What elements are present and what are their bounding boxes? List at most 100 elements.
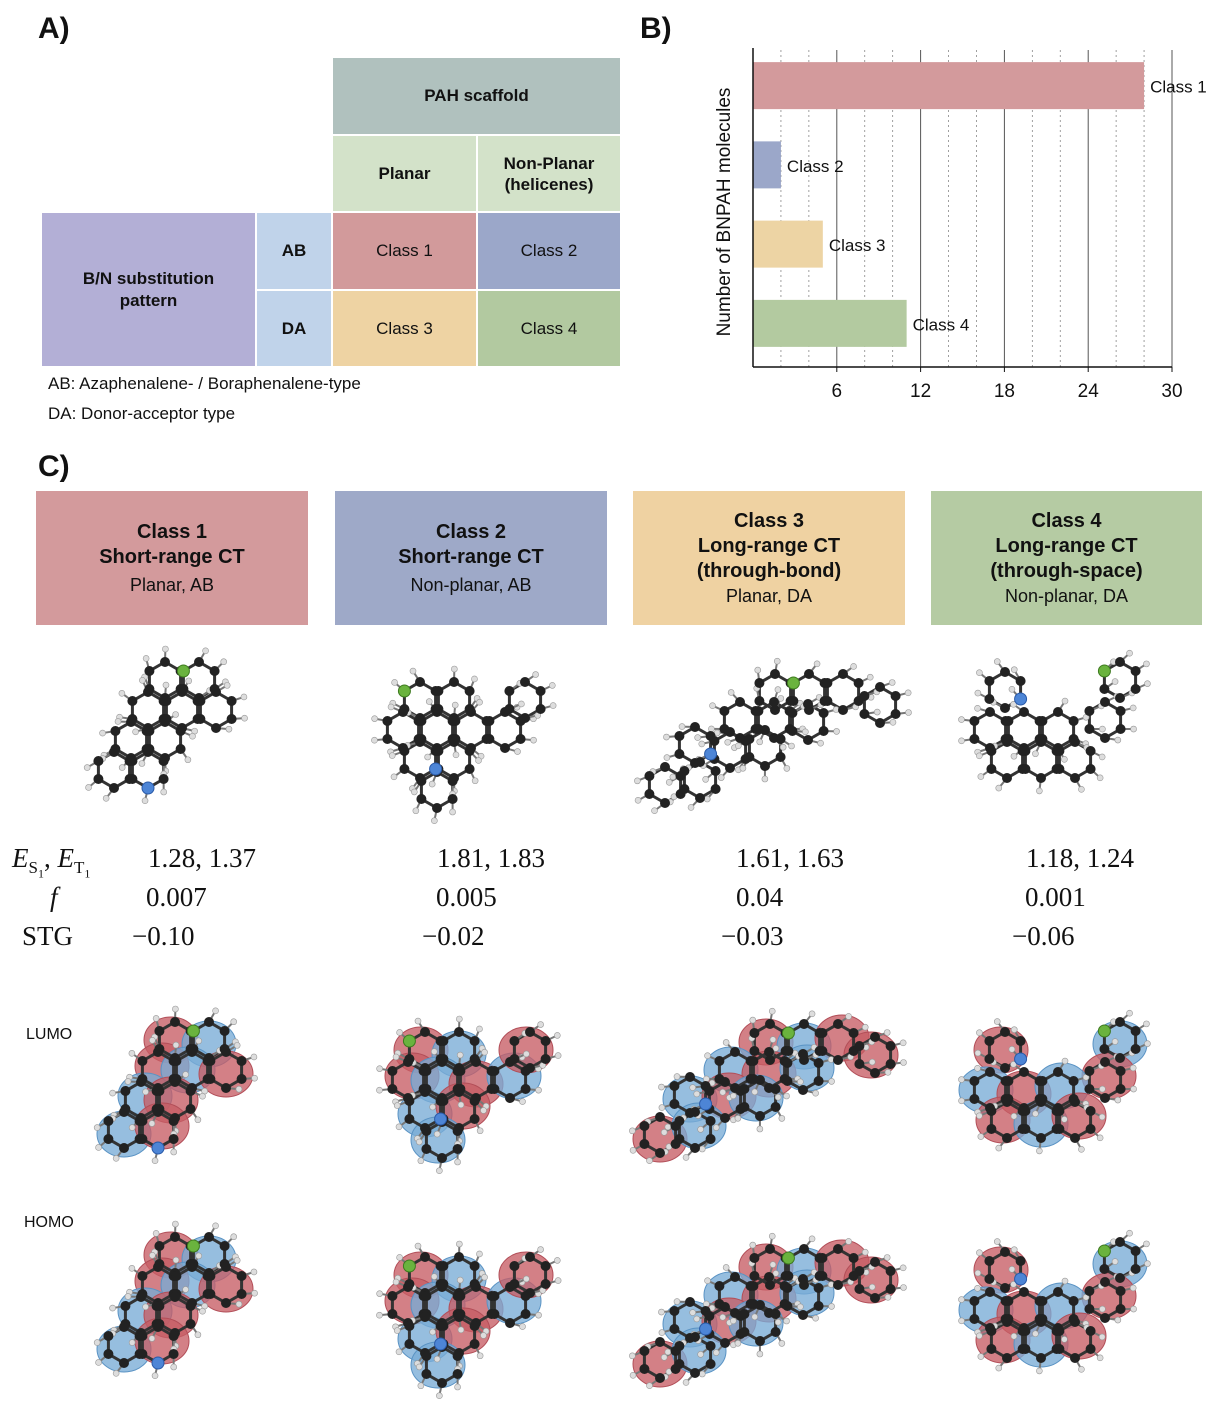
da-row-header: DA: [256, 290, 332, 367]
carbon-atom: [695, 757, 705, 767]
hydrogen-atom: [1114, 1096, 1122, 1104]
carbon-atom: [484, 734, 495, 744]
hydrogen-atom: [1008, 1265, 1016, 1273]
carbon-atom: [1115, 657, 1125, 667]
hydrogen-atom: [703, 1075, 710, 1083]
hydrogen-atom: [1010, 1061, 1017, 1068]
hydrogen-atom: [148, 1120, 156, 1127]
carbon-atom: [985, 1067, 995, 1077]
hydrogen-atom: [1143, 1240, 1150, 1248]
hydrogen-atom: [1036, 787, 1043, 795]
hydrogen-atom: [1096, 1354, 1104, 1362]
hydrogen-atom: [976, 1332, 983, 1340]
hydrogen-atom: [132, 728, 139, 736]
carbon-atom: [449, 677, 459, 687]
carbon-atom: [450, 716, 461, 726]
class1-energies: 1.28, 1.37: [148, 843, 256, 873]
carbon-atom: [421, 1066, 432, 1076]
nitrogen-atom: [151, 1356, 165, 1370]
carbon-atom: [788, 696, 799, 706]
carbon-atom: [787, 726, 798, 736]
class3-molecule-structure: [634, 657, 912, 814]
s-index: 1: [37, 866, 44, 881]
carbon-atom: [1068, 1296, 1079, 1306]
carbon-atom: [1015, 676, 1026, 686]
hydrogen-atom: [83, 764, 91, 771]
carbon-atom: [720, 1338, 730, 1348]
carbon-atom: [437, 1282, 447, 1292]
hydrogen-atom: [371, 736, 378, 744]
carbon-atom: [1020, 764, 1031, 774]
hydrogen-atom: [124, 1078, 132, 1085]
hydrogen-atom: [993, 658, 1001, 665]
carbon-atom: [137, 1271, 148, 1281]
hydrogen-atom: [225, 725, 233, 733]
bnpah-bar-chart: Class 1 Class 2 Class 3 Class 4 6 12 18 24 30 N…: [714, 48, 1207, 402]
carbon-atom: [986, 764, 997, 774]
carbon-atom: [986, 1106, 997, 1116]
bond-ring: [1087, 700, 1123, 740]
carbon-atom: [1019, 1287, 1029, 1297]
hydrogen-atom: [172, 711, 179, 718]
carbon-atom: [433, 686, 444, 696]
carbon-atom: [455, 1066, 466, 1076]
hydrogen-atom: [905, 709, 912, 716]
hydrogen-atom: [868, 1058, 876, 1066]
hydrogen-atom: [149, 1036, 156, 1044]
hydrogen-atom: [774, 1093, 782, 1101]
carbon-atom: [221, 1298, 231, 1308]
hydrogen-atom: [142, 1303, 149, 1311]
hydrogen-atom: [425, 698, 433, 705]
carbon-atom: [739, 1102, 750, 1112]
hydrogen-atom: [250, 1053, 258, 1061]
hydrogen-atom: [102, 795, 110, 802]
carbon-atom: [1036, 1317, 1046, 1327]
carbon-atom: [505, 1318, 515, 1328]
carbon-atom: [1002, 1097, 1012, 1107]
hydrogen-atom: [436, 1167, 443, 1175]
hydrogen-atom: [182, 1071, 189, 1078]
class1-molecule-structure: [83, 645, 248, 804]
hydrogen-atom: [828, 1078, 835, 1085]
carbon-atom: [153, 1262, 163, 1272]
hydrogen-atom: [454, 1383, 461, 1391]
hydrogen-atom: [549, 702, 557, 709]
boron-atom: [176, 664, 190, 678]
stg-label: STG: [22, 921, 74, 951]
carbon-atom: [437, 1057, 447, 1067]
carbon-atom: [838, 669, 848, 679]
hydrogen-atom: [734, 1114, 742, 1122]
hydrogen-atom: [414, 1242, 422, 1250]
hydrogen-atom: [866, 673, 874, 681]
hydrogen-atom: [993, 1018, 1001, 1025]
hydrogen-atom: [1111, 678, 1119, 685]
hydrogen-atom: [471, 675, 478, 683]
hydrogen-atom: [1114, 1316, 1122, 1324]
boron-atom: [1097, 664, 1111, 678]
carbon-atom: [764, 1272, 774, 1282]
carbon-atom: [854, 1284, 865, 1294]
hydrogen-atom: [1126, 1229, 1133, 1237]
chart-ylabel: Number of BNPAH molecules: [714, 88, 735, 337]
hydrogen-atom: [251, 1074, 258, 1082]
hydrogen-atom: [1099, 1085, 1106, 1093]
carbon-atom: [803, 699, 813, 709]
carbon-atom: [509, 1036, 520, 1046]
hydrogen-atom: [783, 1092, 790, 1100]
carbon-atom: [1130, 1026, 1141, 1036]
carbon-atom: [710, 784, 721, 794]
carbon-atom: [489, 1309, 500, 1319]
carbon-atom: [1100, 733, 1110, 743]
hydrogen-atom: [772, 1270, 780, 1277]
carbon-atom: [890, 691, 901, 701]
carbon-atom: [154, 1086, 165, 1096]
nitrogen-atom: [704, 747, 718, 761]
carbon-atom: [119, 1322, 129, 1332]
carbon-atom: [438, 1036, 449, 1046]
hydrogen-atom: [184, 756, 192, 764]
carbon-atom: [219, 1026, 230, 1036]
carbon-atom: [420, 1312, 430, 1322]
hydrogen-atom: [974, 689, 982, 697]
hydrogen-atom: [429, 1328, 436, 1336]
carbon-atom: [471, 1057, 481, 1067]
